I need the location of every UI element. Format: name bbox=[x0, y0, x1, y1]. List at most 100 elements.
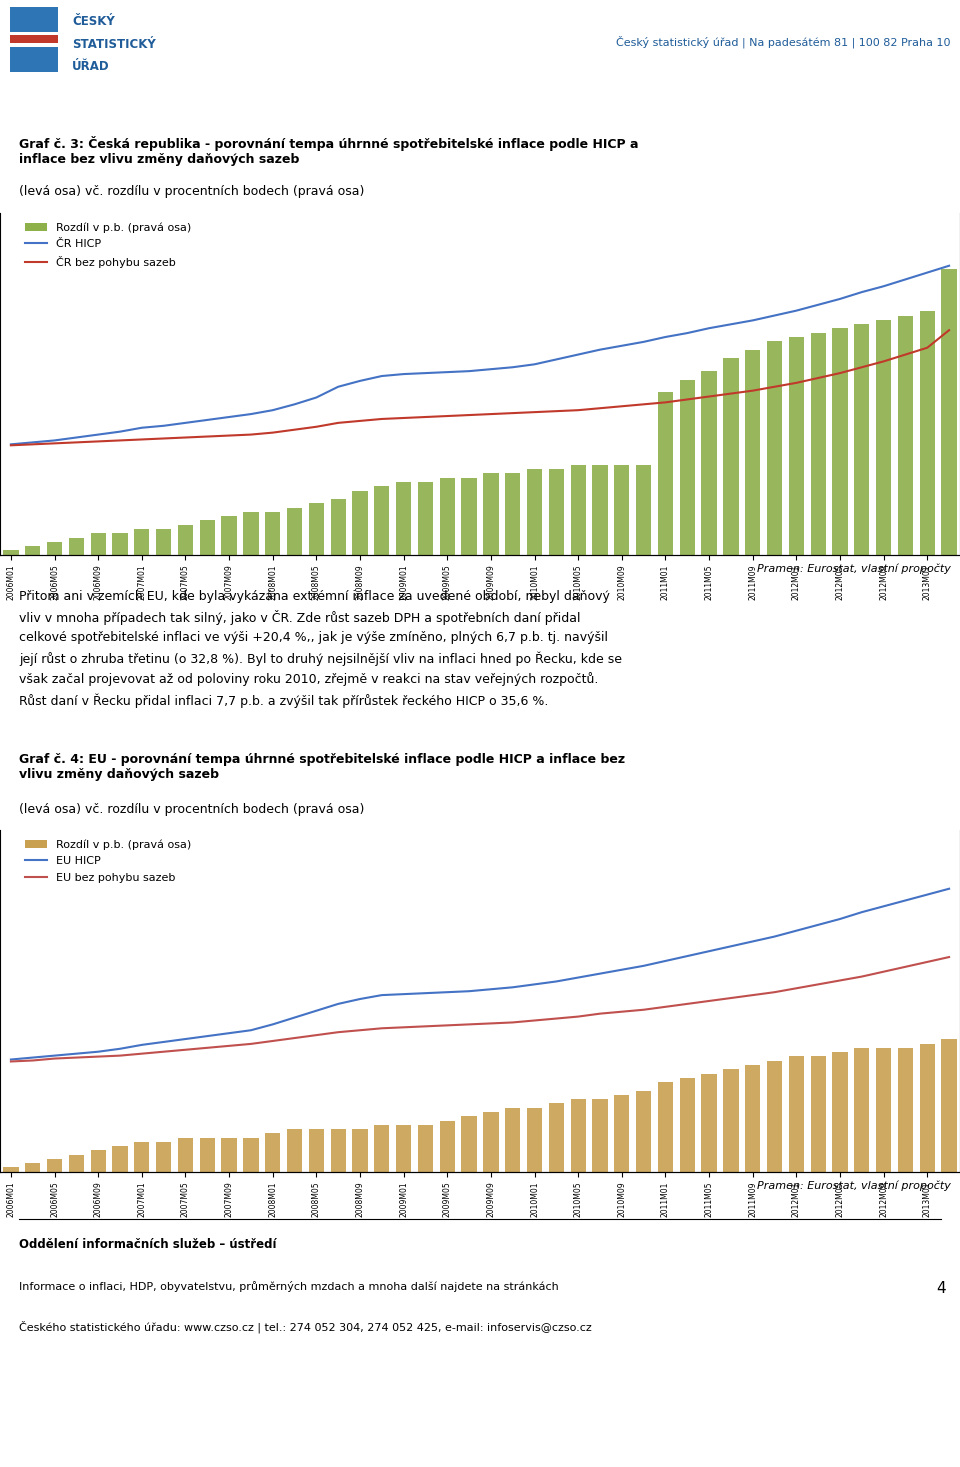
Bar bbox=[549, 469, 564, 555]
Legend: Rozdíl v p.b. (pravá osa), ČR HICP, ČR bez pohybu sazeb: Rozdíl v p.b. (pravá osa), ČR HICP, ČR b… bbox=[25, 222, 191, 268]
Bar bbox=[832, 1052, 848, 1172]
Bar bbox=[178, 1137, 193, 1172]
Bar bbox=[483, 474, 498, 555]
Bar bbox=[112, 1146, 128, 1172]
Bar bbox=[920, 1043, 935, 1172]
Text: ČESKÝ: ČESKÝ bbox=[72, 15, 115, 28]
Bar bbox=[69, 1155, 84, 1172]
Bar bbox=[636, 1090, 651, 1172]
Text: Český statistický úřad | Na padesátém 81 | 100 82 Praha 10: Český statistický úřad | Na padesátém 81… bbox=[616, 35, 950, 48]
Bar bbox=[200, 1137, 215, 1172]
Bar bbox=[330, 1130, 346, 1172]
Bar bbox=[810, 333, 826, 555]
Bar bbox=[658, 1083, 673, 1172]
Bar bbox=[10, 35, 58, 44]
Bar bbox=[505, 474, 520, 555]
Bar bbox=[352, 490, 368, 555]
Bar bbox=[658, 392, 673, 555]
Bar bbox=[222, 516, 237, 555]
Bar bbox=[287, 508, 302, 555]
Text: Přitom ani v zemích EU, kde byla vykázána extrémní inflace za uvedené období, ne: Přitom ani v zemích EU, kde byla vykázán… bbox=[19, 590, 622, 707]
Bar bbox=[570, 1099, 586, 1172]
Text: ANALÝZA: ANALÝZA bbox=[24, 100, 108, 117]
Bar bbox=[702, 1074, 717, 1172]
Bar bbox=[745, 349, 760, 555]
Bar bbox=[156, 530, 171, 555]
Bar bbox=[767, 1061, 782, 1172]
Bar bbox=[527, 469, 542, 555]
Bar bbox=[156, 1141, 171, 1172]
Bar bbox=[440, 1121, 455, 1172]
Bar bbox=[570, 465, 586, 555]
Bar bbox=[374, 486, 390, 555]
Bar bbox=[265, 1134, 280, 1172]
Bar bbox=[418, 483, 433, 555]
Text: Oddělení informačních služeb – ústředí: Oddělení informačních služeb – ústředí bbox=[19, 1238, 276, 1251]
Bar bbox=[527, 1108, 542, 1172]
Bar bbox=[3, 1168, 18, 1172]
Bar bbox=[854, 324, 870, 555]
Bar bbox=[592, 1099, 608, 1172]
Legend: Rozdíl v p.b. (pravá osa), EU HICP, EU bez pohybu sazeb: Rozdíl v p.b. (pravá osa), EU HICP, EU b… bbox=[25, 839, 191, 883]
Text: Graf č. 4: EU - porovnání tempa úhrnné spotřebitelské inflace podle HICP a infla: Graf č. 4: EU - porovnání tempa úhrnné s… bbox=[19, 753, 625, 780]
Text: Českého statistického úřadu: www.czso.cz | tel.: 274 052 304, 274 052 425, e-mai: Českého statistického úřadu: www.czso.cz… bbox=[19, 1320, 592, 1334]
Text: Graf č. 3: Česká republika - porovnání tempa úhrnné spotřebitelské inflace podle: Graf č. 3: Česká republika - porovnání t… bbox=[19, 136, 638, 166]
Bar bbox=[702, 371, 717, 555]
Bar bbox=[614, 465, 630, 555]
Bar bbox=[462, 1116, 477, 1172]
Bar bbox=[789, 337, 804, 555]
Bar bbox=[178, 525, 193, 555]
Text: (levá osa) vč. rozdílu v procentních bodech (pravá osa): (levá osa) vč. rozdílu v procentních bod… bbox=[19, 185, 365, 198]
Bar bbox=[112, 534, 128, 555]
Bar bbox=[25, 1163, 40, 1172]
Bar bbox=[200, 521, 215, 555]
Bar bbox=[243, 512, 258, 555]
Bar bbox=[396, 483, 411, 555]
Text: 4: 4 bbox=[936, 1281, 946, 1295]
Text: Pramen: Eurostat, vlastní propočty: Pramen: Eurostat, vlastní propočty bbox=[756, 1181, 950, 1191]
Bar bbox=[723, 1069, 738, 1172]
Bar bbox=[440, 478, 455, 555]
Bar bbox=[10, 47, 58, 72]
Bar bbox=[876, 1047, 891, 1172]
Bar bbox=[134, 1141, 150, 1172]
Bar bbox=[134, 530, 150, 555]
Bar bbox=[942, 1040, 957, 1172]
Bar bbox=[614, 1094, 630, 1172]
Bar bbox=[10, 7, 58, 32]
Text: ÚŘAD: ÚŘAD bbox=[72, 60, 109, 73]
Bar bbox=[69, 537, 84, 555]
Bar bbox=[265, 512, 280, 555]
Bar bbox=[90, 534, 106, 555]
Text: STATISTICKÝ: STATISTICKÝ bbox=[72, 38, 156, 50]
Bar bbox=[287, 1130, 302, 1172]
Bar bbox=[396, 1125, 411, 1172]
Bar bbox=[90, 1150, 106, 1172]
Bar bbox=[854, 1047, 870, 1172]
Bar bbox=[942, 268, 957, 555]
Bar bbox=[789, 1056, 804, 1172]
Bar bbox=[243, 1137, 258, 1172]
Text: Informace o inflaci, HDP, obyvatelstvu, průměrných mzdach a mnoha další najdete : Informace o inflaci, HDP, obyvatelstvu, … bbox=[19, 1281, 559, 1291]
Bar bbox=[309, 1130, 324, 1172]
Bar bbox=[680, 1078, 695, 1172]
Bar bbox=[592, 465, 608, 555]
Bar bbox=[505, 1108, 520, 1172]
Bar bbox=[309, 503, 324, 555]
Bar bbox=[462, 478, 477, 555]
Bar bbox=[483, 1112, 498, 1172]
Bar bbox=[810, 1056, 826, 1172]
Bar bbox=[876, 320, 891, 555]
Bar bbox=[47, 541, 62, 555]
Bar bbox=[832, 329, 848, 555]
Text: Pramen: Eurostat, vlastní propočty: Pramen: Eurostat, vlastní propočty bbox=[756, 563, 950, 575]
Bar bbox=[374, 1125, 390, 1172]
Bar bbox=[723, 358, 738, 555]
Bar bbox=[767, 342, 782, 555]
Bar bbox=[549, 1103, 564, 1172]
Bar bbox=[47, 1159, 62, 1172]
Bar bbox=[636, 465, 651, 555]
Bar bbox=[25, 546, 40, 555]
Bar bbox=[418, 1125, 433, 1172]
Bar bbox=[330, 499, 346, 555]
